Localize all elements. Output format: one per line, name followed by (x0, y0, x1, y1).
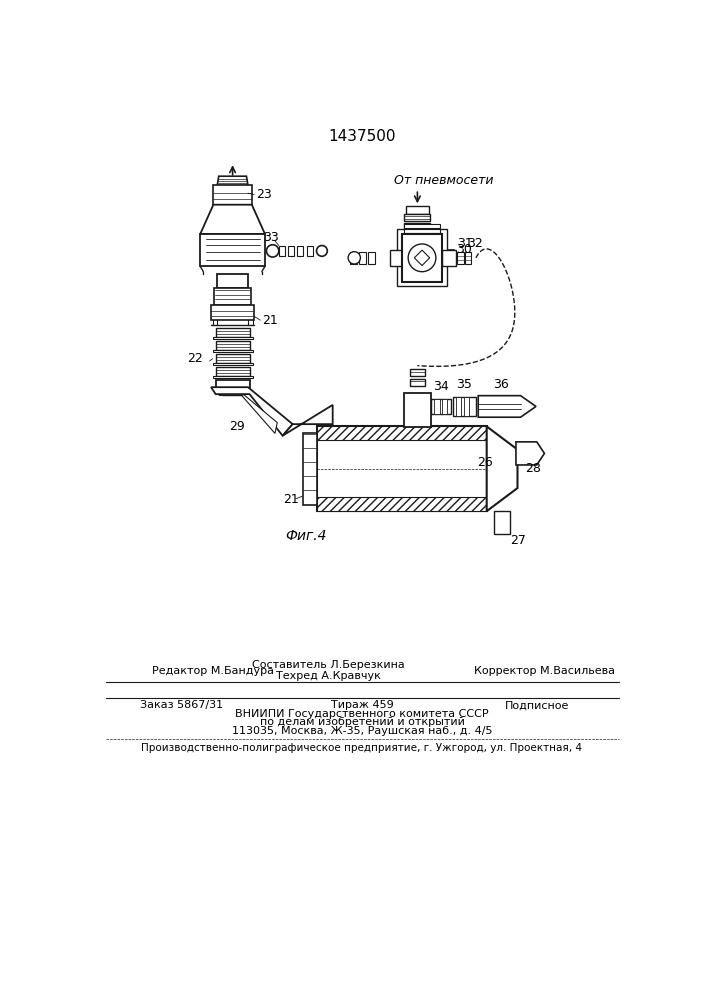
Polygon shape (200, 234, 265, 266)
Text: 1437500: 1437500 (328, 129, 396, 144)
Polygon shape (350, 252, 356, 264)
Polygon shape (216, 328, 250, 337)
Polygon shape (494, 511, 510, 534)
Text: Редактор М.Бандура: Редактор М.Бандура (152, 666, 274, 676)
Polygon shape (431, 399, 450, 414)
Text: 29: 29 (229, 420, 245, 433)
Text: Корректор М.Васильева: Корректор М.Васильева (474, 666, 615, 676)
Polygon shape (464, 397, 469, 416)
Polygon shape (216, 341, 250, 350)
Polygon shape (409, 379, 425, 386)
Text: 35: 35 (457, 378, 472, 391)
Polygon shape (317, 497, 486, 511)
Polygon shape (368, 252, 375, 264)
Polygon shape (283, 405, 333, 436)
Polygon shape (216, 354, 250, 363)
Polygon shape (216, 380, 250, 394)
Text: 113035, Москва, Ж-35, Раушская наб., д. 4/5: 113035, Москва, Ж-35, Раушская наб., д. … (232, 726, 492, 736)
Polygon shape (478, 396, 536, 417)
Polygon shape (217, 274, 248, 288)
Polygon shape (404, 229, 440, 233)
Polygon shape (216, 367, 250, 376)
Polygon shape (390, 250, 402, 266)
Circle shape (408, 244, 436, 272)
Text: Техред А.Кравчук: Техред А.Кравчук (276, 671, 381, 681)
Polygon shape (456, 397, 461, 416)
Polygon shape (297, 246, 303, 256)
Text: Фиг.4: Фиг.4 (285, 529, 327, 543)
Polygon shape (288, 246, 294, 256)
Text: Составитель Л.Березкина: Составитель Л.Березкина (252, 660, 405, 670)
Text: 32: 32 (467, 237, 482, 250)
Polygon shape (279, 246, 285, 256)
Polygon shape (211, 305, 254, 320)
Text: по делам изобретений и открытий: по делам изобретений и открытий (259, 717, 464, 727)
Polygon shape (213, 337, 252, 339)
Polygon shape (211, 387, 293, 436)
Text: Производственно-полиграфическое предприятие, г. Ужгород, ул. Проектная, 4: Производственно-полиграфическое предприя… (141, 743, 583, 753)
Text: Подписное: Подписное (505, 700, 569, 710)
Polygon shape (359, 252, 366, 264)
Text: 34: 34 (433, 380, 448, 393)
Text: 23: 23 (256, 188, 271, 201)
Polygon shape (516, 442, 544, 465)
Polygon shape (452, 397, 476, 416)
Polygon shape (200, 205, 265, 234)
Text: 31: 31 (457, 237, 473, 250)
Polygon shape (404, 214, 431, 221)
Polygon shape (402, 234, 442, 282)
Polygon shape (213, 376, 252, 378)
Polygon shape (214, 288, 251, 305)
Text: 30: 30 (456, 243, 472, 256)
Polygon shape (404, 224, 440, 228)
Text: Заказ 5867/31: Заказ 5867/31 (140, 700, 223, 710)
Polygon shape (434, 399, 440, 414)
Polygon shape (404, 393, 431, 427)
Text: 36: 36 (493, 378, 509, 391)
Polygon shape (457, 252, 464, 264)
Polygon shape (409, 369, 425, 376)
Polygon shape (317, 426, 486, 511)
Text: ВНИИПИ Государственного комитета СССР: ВНИИПИ Государственного комитета СССР (235, 709, 489, 719)
Polygon shape (406, 206, 429, 214)
Polygon shape (404, 223, 431, 230)
Polygon shape (486, 426, 518, 511)
Text: 28: 28 (525, 462, 541, 475)
Polygon shape (214, 185, 252, 205)
Polygon shape (218, 395, 277, 433)
Text: 26: 26 (477, 456, 493, 469)
Polygon shape (213, 363, 252, 365)
Polygon shape (414, 250, 430, 266)
Text: 27: 27 (510, 534, 526, 547)
Polygon shape (317, 426, 486, 440)
Polygon shape (213, 350, 252, 352)
Polygon shape (442, 250, 456, 266)
Text: От пневмосети: От пневмосети (395, 174, 493, 187)
Polygon shape (307, 246, 312, 256)
Text: 22: 22 (187, 352, 204, 365)
Text: Тираж 459: Тираж 459 (331, 700, 393, 710)
Text: 33: 33 (263, 231, 279, 244)
Polygon shape (217, 176, 248, 185)
Circle shape (267, 245, 279, 257)
Text: 21: 21 (262, 314, 278, 327)
Text: 21: 21 (283, 493, 298, 506)
Polygon shape (442, 399, 448, 414)
Polygon shape (465, 252, 472, 264)
Polygon shape (303, 433, 317, 505)
Circle shape (348, 252, 361, 264)
Circle shape (317, 246, 327, 256)
